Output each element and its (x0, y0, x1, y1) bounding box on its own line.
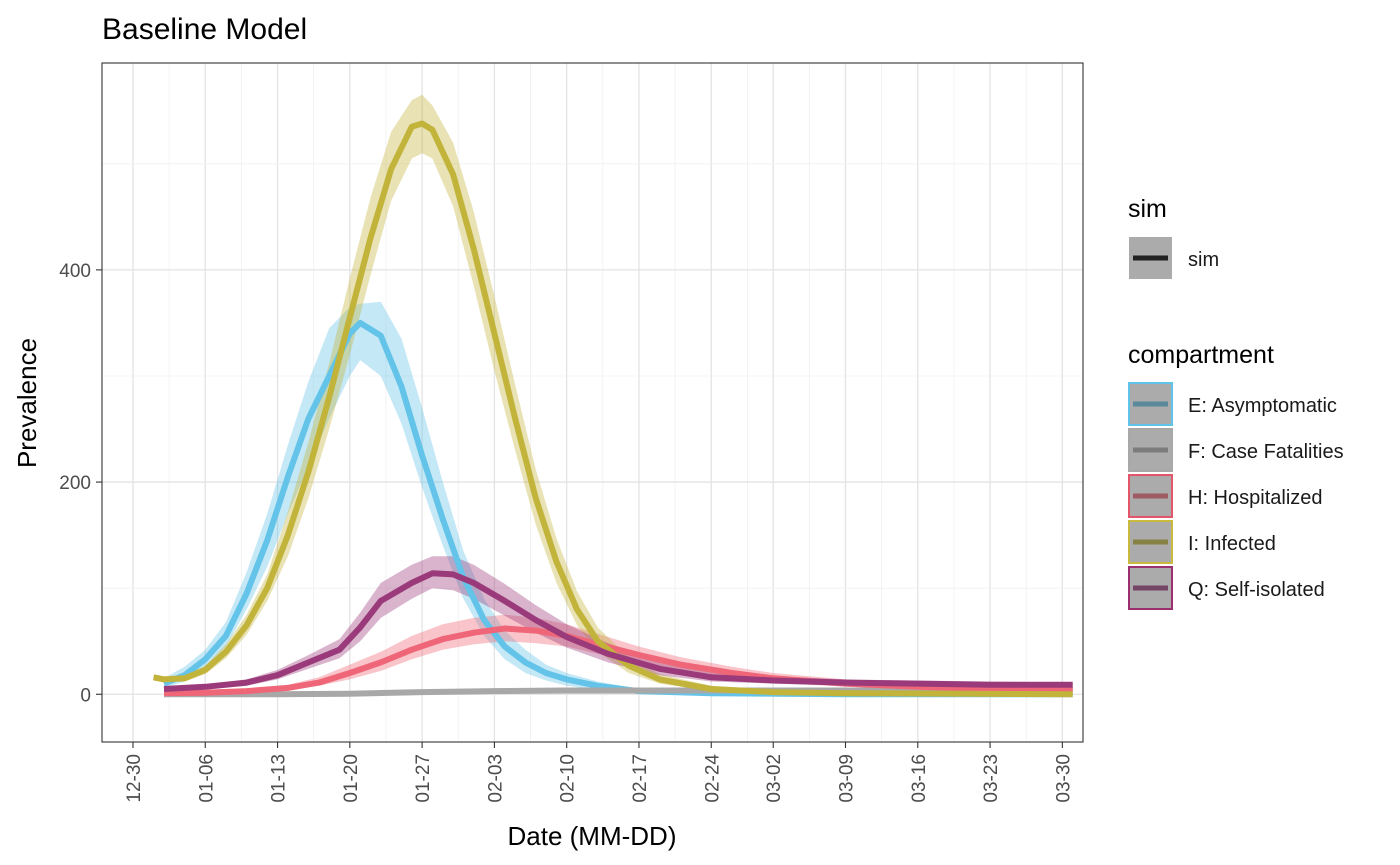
legend-title-sim: sim (1128, 195, 1167, 223)
legend-label-e-asymptomatic: E: Asymptomatic (1188, 395, 1337, 417)
legend-label-sim: sim (1188, 249, 1219, 271)
legend-title-compartment: compartment (1128, 341, 1274, 369)
legend: sim sim compartment E: Asymptomatic F: Ca… (1128, 195, 1344, 610)
x-tick-label: 01-13 (269, 754, 290, 803)
x-tick-label: 03-16 (909, 754, 930, 803)
y-tick-label: 400 (59, 261, 91, 282)
band-i-infected (153, 94, 1073, 695)
y-axis: 0 200 400 (59, 261, 102, 706)
x-tick-label: 01-20 (341, 754, 362, 803)
chart-title: Baseline Model (102, 13, 307, 46)
x-tick-label: 01-06 (196, 754, 217, 803)
band-e-asymptomatic (164, 301, 1073, 695)
legend-label-h-hospitalized: H: Hospitalized (1188, 487, 1323, 509)
legend-label-i-infected: I: Infected (1188, 533, 1276, 555)
band-q-self-isolated (164, 556, 1073, 692)
x-axis: 12-30 01-06 01-13 01-20 01-27 02-03 02-10 02-17… (124, 742, 1074, 803)
plot-border (101, 62, 1084, 743)
x-tick-label: 12-30 (124, 754, 145, 803)
x-axis-title: Date (MM-DD) (508, 821, 677, 851)
x-tick-label: 02-24 (702, 754, 723, 803)
x-tick-label: 02-03 (485, 754, 506, 803)
series-lines (153, 120, 1073, 698)
legend-sim-entries: sim (1129, 237, 1219, 279)
x-tick-label: 02-17 (630, 754, 651, 803)
legend-compartment-entries: E: Asymptomatic F: Case Fatalities H: Hosp… (1128, 382, 1344, 610)
y-axis-title: Prevalence (12, 338, 42, 468)
x-tick-label: 02-10 (558, 754, 579, 803)
x-tick-label: 03-23 (981, 754, 1002, 803)
x-tick-label: 01-27 (413, 754, 434, 803)
x-tick-label: 03-09 (836, 754, 857, 803)
line-q-self-isolated (163, 570, 1073, 692)
plot-area (101, 62, 1084, 743)
x-tick-label: 03-30 (1053, 754, 1074, 803)
line-i-infected (153, 120, 1073, 698)
line-e-asymptomatic (162, 319, 1073, 698)
y-tick-label: 0 (80, 685, 91, 706)
y-tick-label: 200 (59, 473, 91, 494)
x-tick-label: 03-02 (764, 754, 785, 803)
legend-label-f-case-fatalities: F: Case Fatalities (1188, 441, 1344, 463)
legend-label-q-self-isolated: Q: Self-isolated (1188, 579, 1325, 601)
